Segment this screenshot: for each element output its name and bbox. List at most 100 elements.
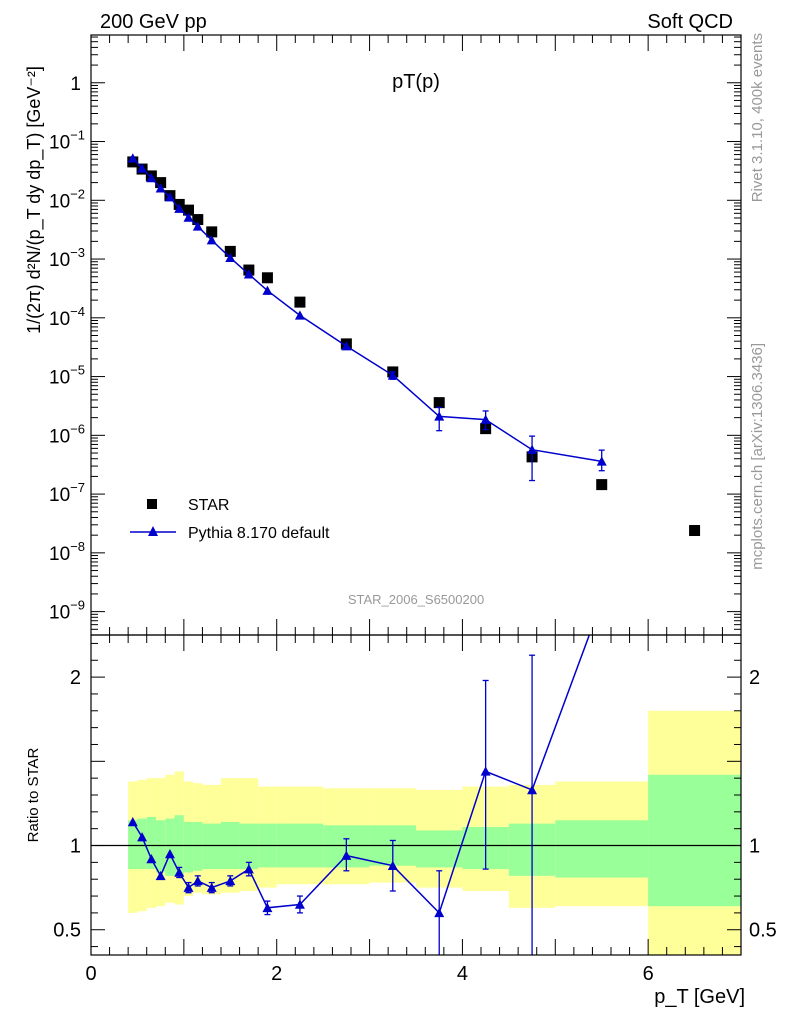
analysis-label: STAR_2006_S6500200 xyxy=(348,592,484,607)
pythia-point xyxy=(262,285,273,295)
ratio-band-green xyxy=(156,820,166,873)
ratio-y-tick-label-right: 2 xyxy=(749,667,760,689)
legend: STAR Pythia 8.170 default xyxy=(130,497,330,542)
main-y-tick-label: 10−5 xyxy=(49,363,85,389)
pythia-point xyxy=(243,269,254,279)
ratio-y-tick-label: 2 xyxy=(70,667,81,689)
ratio-plot xyxy=(127,634,591,955)
ratio-band-green xyxy=(146,816,156,870)
main-y-tick-label: 10−9 xyxy=(49,598,85,624)
main-plot xyxy=(127,153,701,537)
ratio-point xyxy=(294,899,305,909)
ratio-y-tick-label-right: 0.5 xyxy=(749,920,777,942)
ratio-point xyxy=(387,860,398,870)
rivet-label: Rivet 3.1.10, 400k events xyxy=(749,33,766,202)
pythia-point xyxy=(183,212,194,222)
main-y-tick-label: 10−2 xyxy=(49,186,85,212)
star-point xyxy=(294,296,306,308)
pythia-point xyxy=(596,456,607,466)
legend-marker-pythia xyxy=(148,526,158,536)
ratio-band-green xyxy=(128,820,138,870)
ratio-point xyxy=(527,784,538,795)
pythia-point xyxy=(164,192,175,202)
main-y-tick-label: 10−6 xyxy=(49,421,85,447)
main-y-tick-label: 10−3 xyxy=(49,245,85,271)
pythia-point xyxy=(146,172,157,183)
ratio-band-green xyxy=(202,823,221,870)
main-y-tick-label: 10−7 xyxy=(49,480,85,506)
star-point xyxy=(596,479,608,491)
pythia-point xyxy=(480,414,491,424)
star-point xyxy=(689,525,701,537)
legend-marker-star xyxy=(147,499,157,509)
star-point xyxy=(206,226,218,238)
x-tick-label: 4 xyxy=(457,963,468,985)
ratio-band-green xyxy=(239,823,259,870)
ratio-point xyxy=(434,907,445,918)
mcplots-label: mcplots.cern.ch [arXiv:1306.3436] xyxy=(749,343,766,570)
main-y-tick-label: 10−4 xyxy=(49,304,85,330)
main-y-tick-label: 1 xyxy=(70,74,81,95)
ratio-point xyxy=(155,870,166,881)
star-point xyxy=(183,204,194,216)
main-y-tick-label: 10−8 xyxy=(49,539,85,565)
header-right: Soft QCD xyxy=(647,11,733,33)
ratio-point xyxy=(174,867,185,877)
pythia-point xyxy=(127,153,138,163)
legend-label-star: STAR xyxy=(188,497,229,514)
ratio-band-green xyxy=(193,821,203,871)
pythia-point xyxy=(225,252,236,263)
legend-label-pythia: Pythia 8.170 default xyxy=(188,525,330,542)
ratio-point xyxy=(146,854,157,864)
star-point xyxy=(261,272,273,284)
ratio-point xyxy=(341,850,352,860)
ratio-point xyxy=(164,848,175,859)
star-point xyxy=(433,397,445,409)
ratio-point xyxy=(225,875,236,886)
main-plot-frame xyxy=(90,34,742,636)
pythia-point xyxy=(137,163,148,173)
ratio-y-tick-label-right: 1 xyxy=(749,836,760,858)
pythia-point xyxy=(155,183,166,193)
x-tick-label: 2 xyxy=(271,963,282,985)
x-tick-label: 6 xyxy=(643,963,654,985)
ratio-band-green xyxy=(416,830,463,868)
pythia-point xyxy=(527,444,538,454)
star-point xyxy=(224,245,236,257)
pythia-point xyxy=(294,310,305,320)
pythia-line xyxy=(132,157,602,463)
header-left: 200 GeV pp xyxy=(100,11,207,33)
ratio-point xyxy=(480,766,491,776)
ratio-point xyxy=(137,832,148,842)
main-y-axis-label: 1/(2π) d²N/(p_T dy dp_T) [GeV⁻²] xyxy=(24,66,45,334)
ratio-uncertainty-bands xyxy=(128,710,741,955)
pythia-point xyxy=(192,221,203,231)
ratio-point xyxy=(192,875,203,886)
axes: 10−9 10−8 10−7 10−6 10−5 10−4 10−3 10−2 10−1 1 0 2 4… xyxy=(49,35,777,985)
ratio-y-tick-label: 1 xyxy=(70,836,81,858)
star-point xyxy=(192,214,204,226)
x-tick-label: 0 xyxy=(85,963,96,985)
pythia-point xyxy=(174,203,185,213)
pythia-point xyxy=(434,411,445,421)
x-axis-label: p_T [GeV] xyxy=(654,986,745,1008)
plot-title: pT(p) xyxy=(392,71,440,93)
pythia-point xyxy=(341,341,352,351)
ratio-band-green xyxy=(183,821,194,873)
main-y-tick-label: 10−1 xyxy=(49,128,85,154)
ratio-point xyxy=(206,882,217,892)
ratio-band-green xyxy=(648,774,741,907)
ratio-point xyxy=(183,882,194,892)
ratio-point xyxy=(127,816,138,827)
pythia-point xyxy=(387,370,398,380)
ratio-y-axis-label: Ratio to STAR xyxy=(25,747,42,842)
pythia-point xyxy=(206,235,217,245)
ratio-y-tick-label: 0.5 xyxy=(53,920,81,942)
ratio-point xyxy=(262,902,273,913)
ratio-band-green xyxy=(137,818,147,870)
star-point xyxy=(155,177,167,189)
ratio-band-green xyxy=(555,820,649,878)
ratio-point xyxy=(243,864,254,874)
ratio-band-green xyxy=(165,818,175,876)
